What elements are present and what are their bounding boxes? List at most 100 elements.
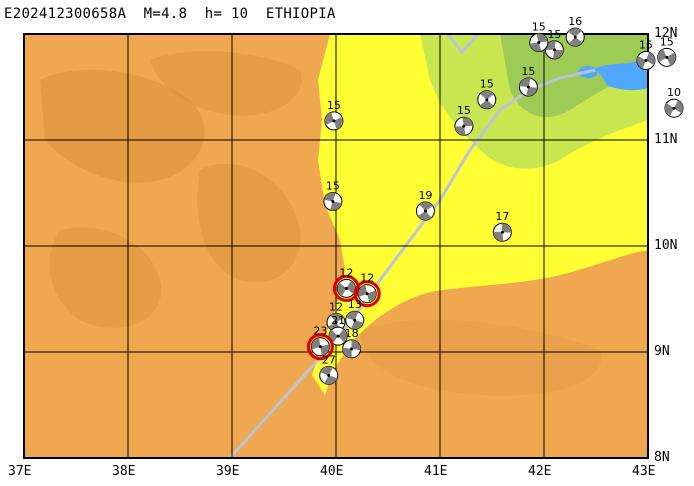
beachball-center <box>353 318 357 322</box>
beachball-quadrant <box>657 49 667 63</box>
event-marker-highlighted: 23 <box>306 325 334 361</box>
beachball-quadrant <box>552 49 564 59</box>
beachball-quadrant <box>645 52 655 65</box>
x-tick-label: 39E <box>216 464 240 479</box>
beachball-quadrant <box>351 339 361 351</box>
y-tick-label: 9N <box>654 344 670 359</box>
event-marker-highlighted: 12 <box>353 272 381 308</box>
event-depth-label: 16 <box>568 15 582 28</box>
event-depth-label: 21 <box>331 314 345 327</box>
event-depth-label: 15 <box>547 28 561 41</box>
beachball-quadrant <box>311 337 321 350</box>
highlight-ring <box>332 274 360 302</box>
highland-dark-patch <box>150 51 302 116</box>
lake-area <box>596 56 648 91</box>
plate-boundary-line <box>446 34 480 55</box>
beachball-center <box>331 199 335 203</box>
beachball-quadrant <box>337 282 347 297</box>
beachball-quadrant <box>358 284 368 298</box>
beachball-center <box>644 59 648 62</box>
x-tick-label: 42E <box>528 464 552 479</box>
event-marker: 12 <box>326 300 346 332</box>
event-marker: 10 <box>664 86 684 118</box>
event-marker: 15 <box>544 28 564 60</box>
y-tick-label: 10N <box>654 238 678 253</box>
event-marker: 15 <box>454 104 474 136</box>
highland-dark-patch <box>197 163 301 283</box>
beachball-quadrant <box>462 117 473 127</box>
event-depth-label: 10 <box>667 86 681 99</box>
x-tick-label: 43E <box>632 464 656 479</box>
event-depth-label: 19 <box>418 189 432 202</box>
event-depth-label: 15 <box>457 104 471 117</box>
beachball-quadrant <box>674 100 684 114</box>
highlight-ring <box>353 280 381 308</box>
event-depth-label: 12 <box>339 266 353 279</box>
event-depth-label: 13 <box>348 298 362 311</box>
beachball-center <box>573 35 577 39</box>
highlight-ring <box>306 333 334 361</box>
beachball-quadrant <box>665 103 674 117</box>
beachball-quadrant <box>346 311 359 321</box>
beachball-center <box>336 334 340 338</box>
event-depth-label: 15 <box>480 78 494 91</box>
event-marker: 17 <box>492 210 512 242</box>
event-marker: 15 <box>518 65 538 97</box>
event-marker: 19 <box>415 189 435 221</box>
beachball-center <box>462 124 466 128</box>
beachball-quadrant <box>320 366 334 376</box>
beachball-quadrant <box>338 328 348 343</box>
event-marker: 15 <box>477 78 497 110</box>
event-depth-label: 15 <box>660 35 674 48</box>
event-depth-label: 23 <box>313 325 327 338</box>
beachball-center <box>332 119 336 123</box>
event-depth-label: 15 <box>532 20 546 33</box>
x-tick-label: 41E <box>424 464 448 479</box>
event-marker: 15 <box>657 35 677 67</box>
beachball-center <box>485 98 489 102</box>
beachball-quadrant <box>519 78 531 87</box>
event-marker: 18 <box>342 327 362 359</box>
beachball-quadrant <box>342 347 352 358</box>
event-marker: 15 <box>324 99 344 131</box>
event-marker: 16 <box>565 15 585 47</box>
beachball-center <box>672 106 676 110</box>
beachball-center <box>350 347 354 351</box>
event-marker: 15 <box>636 39 656 70</box>
event-depth-label: 12 <box>360 272 374 285</box>
beachball-center <box>526 85 530 89</box>
beachball-quadrant <box>568 28 582 38</box>
highland-dark-patch <box>360 319 602 396</box>
beachball-center <box>327 373 331 377</box>
beachball-center <box>500 230 504 234</box>
beachball-quadrant <box>529 42 542 52</box>
beachball-quadrant <box>568 37 583 47</box>
beachball-center <box>665 55 669 59</box>
event-depth-label: 17 <box>495 210 509 223</box>
y-tick-label: 11N <box>654 132 678 147</box>
beachball-quadrant <box>324 112 334 126</box>
highland-dark-patch <box>40 69 205 183</box>
event-marker: 15 <box>529 20 549 52</box>
event-depth-label: 27 <box>322 353 336 366</box>
event-marker: 15 <box>323 179 343 211</box>
event-depth-label: 15 <box>639 39 653 52</box>
beachball-center <box>423 209 427 213</box>
y-tick-label: 12N <box>654 26 678 41</box>
beachball-quadrant <box>493 231 504 242</box>
beachball-quadrant <box>526 87 538 96</box>
event-depth-label: 15 <box>327 99 341 112</box>
map-frame <box>23 33 649 459</box>
beachball-quadrant <box>333 116 343 130</box>
beachball-quadrant <box>417 211 432 221</box>
beachball-quadrant <box>351 320 364 330</box>
x-tick-label: 40E <box>320 464 344 479</box>
beachball-quadrant <box>454 126 466 136</box>
x-tick-label: 38E <box>112 464 136 479</box>
event-depth-label: 15 <box>326 179 340 192</box>
beachball-quadrant <box>324 375 338 385</box>
event-marker: 27 <box>319 353 339 385</box>
event-depth-label: 15 <box>521 65 535 78</box>
